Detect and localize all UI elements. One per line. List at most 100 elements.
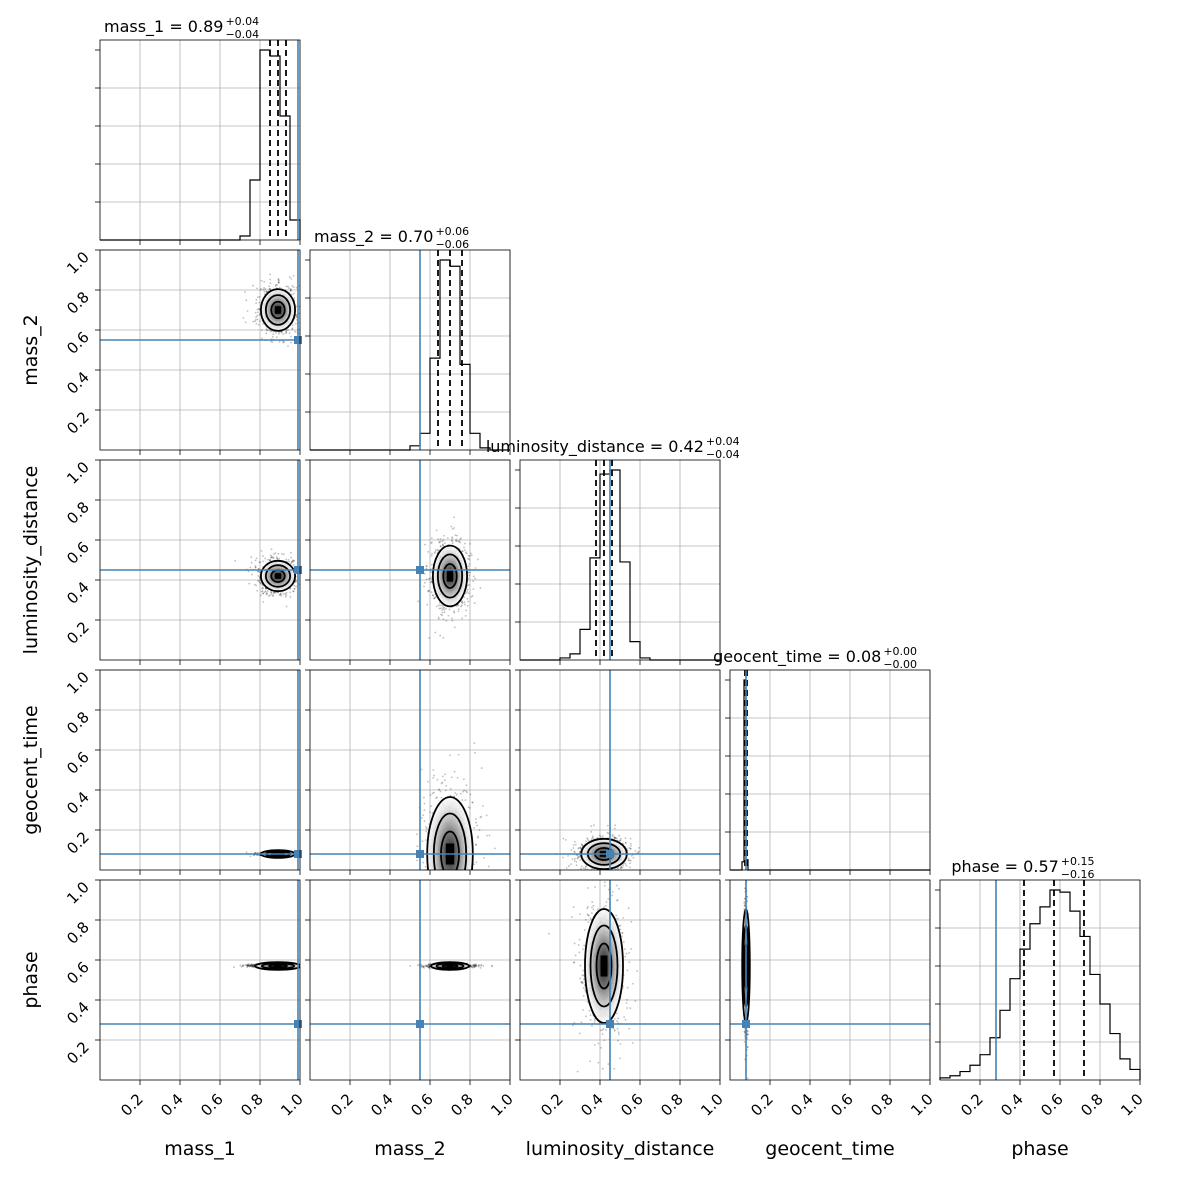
sample-point xyxy=(488,834,491,837)
sample-point xyxy=(565,867,568,869)
sample-point xyxy=(261,329,263,331)
sample-point xyxy=(454,872,456,874)
sample-point xyxy=(614,837,617,840)
sample-point xyxy=(454,883,456,885)
sample-point xyxy=(591,836,594,839)
sample-point xyxy=(435,549,437,551)
sample-point xyxy=(463,884,465,886)
sample-point xyxy=(269,282,272,285)
sample-point xyxy=(440,604,442,607)
density-layer xyxy=(242,273,306,347)
sample-point xyxy=(466,590,469,593)
sample-point xyxy=(575,860,578,863)
sample-point xyxy=(291,324,294,327)
sample-point xyxy=(446,893,448,895)
sample-point xyxy=(301,317,303,319)
sample-point xyxy=(258,301,261,304)
y-tick-label: 0.6 xyxy=(63,748,93,778)
sample-point xyxy=(257,570,260,573)
sample-point xyxy=(637,851,640,854)
density-contour xyxy=(270,300,286,320)
sample-point xyxy=(489,914,491,916)
sample-point xyxy=(433,597,436,600)
sample-point xyxy=(255,302,258,305)
sample-point xyxy=(446,911,448,913)
sample-point xyxy=(451,540,453,543)
truth-marker xyxy=(416,566,424,574)
sample-point xyxy=(290,341,293,344)
sample-point xyxy=(433,876,435,878)
sample-point xyxy=(252,854,255,857)
sample-point xyxy=(467,874,469,876)
sample-point xyxy=(264,288,267,290)
sample-point xyxy=(429,570,432,573)
sample-point xyxy=(460,605,462,608)
sample-point xyxy=(453,626,456,629)
y-tick-label: 0.2 xyxy=(63,618,93,648)
sample-point xyxy=(442,544,444,547)
sample-point xyxy=(613,836,616,839)
sample-point xyxy=(442,534,445,537)
sample-point xyxy=(467,889,469,891)
sample-point xyxy=(258,561,261,564)
sample-point xyxy=(305,853,307,855)
y-tick-label: 0.6 xyxy=(63,538,93,568)
sample-point xyxy=(259,289,262,291)
sample-point xyxy=(437,892,439,894)
sample-point xyxy=(628,846,631,849)
sample-point xyxy=(627,857,630,860)
sample-point xyxy=(264,557,267,560)
sample-point xyxy=(591,872,593,874)
sample-point xyxy=(438,541,441,544)
sample-point xyxy=(568,873,570,875)
sample-point xyxy=(449,927,451,929)
sample-point xyxy=(269,559,272,561)
sample-point xyxy=(278,331,281,334)
sample-point xyxy=(276,558,279,560)
sample-point xyxy=(472,588,475,590)
sample-point xyxy=(252,964,255,967)
sample-point xyxy=(451,542,454,545)
sample-point xyxy=(460,888,462,890)
sample-point xyxy=(466,892,468,894)
sample-point xyxy=(259,581,262,584)
histogram-geocent_time xyxy=(730,679,930,871)
sample-point xyxy=(277,281,280,284)
y-tick-label: 0.2 xyxy=(63,828,93,858)
sample-point xyxy=(441,540,444,543)
sample-point xyxy=(441,875,443,877)
sample-point xyxy=(477,558,479,561)
sample-point xyxy=(465,894,467,896)
sample-point xyxy=(434,900,436,902)
sample-point xyxy=(440,876,442,878)
sample-point xyxy=(629,847,632,850)
sample-point xyxy=(301,591,303,593)
sample-point xyxy=(461,550,464,553)
sample-point xyxy=(304,311,306,313)
sample-point xyxy=(262,592,265,595)
sample-point xyxy=(469,793,472,796)
sample-point xyxy=(439,545,442,548)
sample-point xyxy=(461,550,464,553)
sample-point xyxy=(427,590,429,593)
sample-point xyxy=(256,308,259,311)
sample-point xyxy=(435,529,438,532)
sample-point xyxy=(443,873,445,875)
sample-point xyxy=(425,565,428,568)
sample-point xyxy=(579,850,581,853)
sample-point xyxy=(580,865,583,868)
sample-point xyxy=(468,554,471,557)
sample-point xyxy=(613,837,616,839)
sample-point xyxy=(434,596,437,599)
sample-point xyxy=(301,966,303,968)
sample-point xyxy=(251,965,254,968)
sample-point xyxy=(584,867,587,870)
sample-point xyxy=(268,559,271,562)
sample-point xyxy=(233,966,235,968)
density-contour xyxy=(264,564,292,588)
sample-point xyxy=(265,328,268,331)
sample-point xyxy=(303,966,305,968)
sample-point xyxy=(615,837,618,840)
y-tick-label: 0.6 xyxy=(63,328,93,358)
sample-point xyxy=(616,867,619,870)
